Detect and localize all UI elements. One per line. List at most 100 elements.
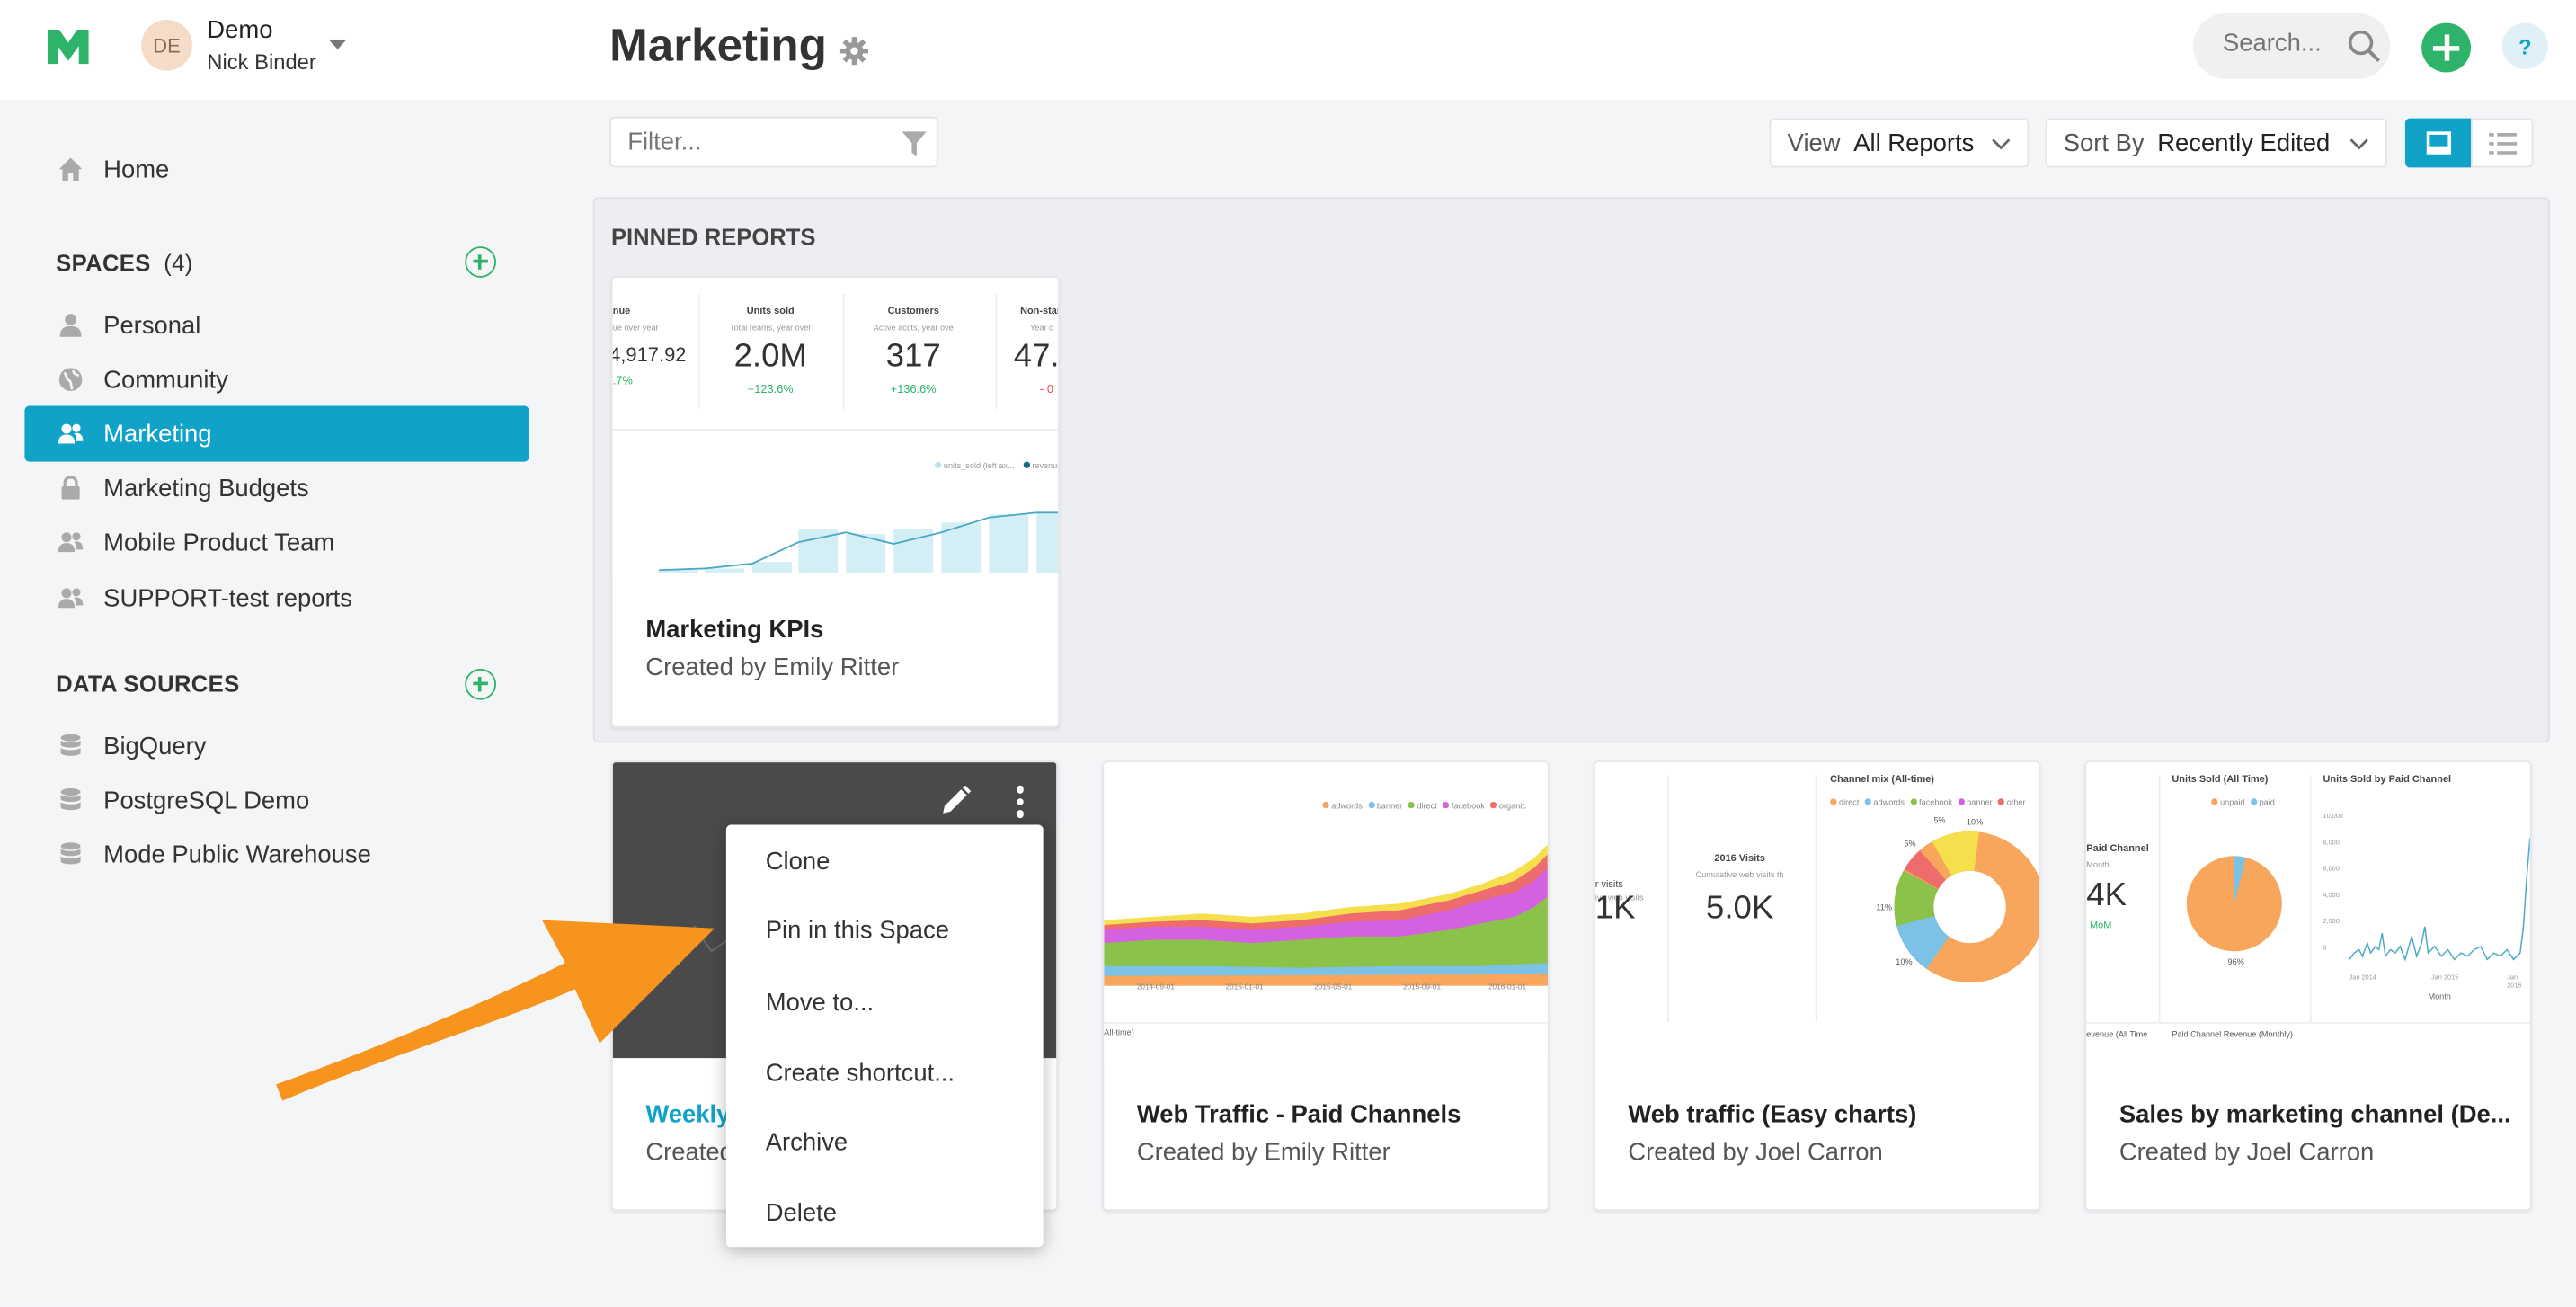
help-button[interactable]: ?	[2501, 22, 2548, 69]
report-card-web-traffic-paid-channels[interactable]: adwords banner direct facebook organic 2…	[1102, 760, 1550, 1212]
x-tick: 2015-05-01	[1314, 982, 1353, 991]
pencil-icon[interactable]	[940, 785, 972, 817]
group-icon	[58, 588, 84, 609]
pie-label: 96%	[2227, 957, 2244, 968]
pie-legend: direct adwords facebook banner other	[1830, 798, 2026, 808]
sort-dropdown[interactable]: Sort By Recently Edited	[2045, 118, 2387, 168]
legend-label: revenue	[1032, 461, 1058, 472]
chart-divider	[2086, 1021, 2530, 1024]
report-thumbnail: nue ue over year 4,917.92 .7% Units sold…	[612, 277, 1059, 573]
account-dropdown-icon[interactable]	[328, 39, 347, 51]
legend-dot	[1958, 798, 1965, 805]
kpi-value: 5.0K	[1706, 890, 1774, 927]
gear-icon[interactable]	[839, 36, 869, 66]
legend-dot	[1367, 801, 1375, 809]
kpi-tile: Units sold Total reams, year over 2.0M +…	[698, 294, 843, 409]
top-bar: DE Demo Nick Binder Marketing ?	[0, 0, 2576, 101]
sidebar-item-home[interactable]: Home	[24, 141, 529, 197]
kpi-sub: Year o	[1030, 324, 1054, 334]
menu-item-clone[interactable]: Clone	[765, 848, 831, 876]
filter-input[interactable]	[627, 128, 875, 156]
kpi-tile: nue ue over year 4,917.92 .7%	[613, 294, 712, 409]
search-input[interactable]	[2223, 29, 2355, 58]
view-label: View	[1787, 129, 1841, 157]
kpi-sub: ue over year	[612, 324, 659, 334]
report-title[interactable]: Sales by marketing channel (De...	[2119, 1100, 2511, 1129]
more-options-icon[interactable]	[1014, 785, 1027, 819]
y-tick: 6,000	[2323, 864, 2340, 873]
grid-view-button[interactable]	[2404, 118, 2472, 168]
report-author: Created by Emily Ritter	[1136, 1138, 1390, 1167]
legend-dot	[1997, 798, 2005, 805]
dot	[1016, 810, 1024, 818]
database-icon	[60, 842, 81, 865]
chevron-down-icon	[2349, 138, 2368, 150]
legend-label: organic	[1498, 801, 1526, 812]
pie-label: 11%	[1876, 903, 1892, 914]
account-avatar[interactable]: DE	[141, 19, 192, 71]
sidebar-item-marketing-budgets[interactable]: Marketing Budgets	[24, 460, 529, 516]
account-name[interactable]: Demo	[207, 16, 273, 45]
x-tick: 2014-09-01	[1136, 982, 1175, 991]
legend-dot	[1408, 801, 1415, 809]
sidebar-item-marketing[interactable]: Marketing	[24, 405, 529, 462]
report-title[interactable]: Marketing KPIs	[645, 616, 824, 645]
legend-label: unpaid	[2220, 798, 2245, 809]
list-view-button[interactable]	[2471, 118, 2534, 168]
view-dropdown[interactable]: View All Reports	[1769, 118, 2030, 168]
kpi-divider	[1667, 775, 1670, 1022]
lock-icon	[61, 476, 80, 500]
sidebar-item-label: Mobile Product Team	[103, 528, 335, 556]
add-space-button[interactable]	[465, 246, 496, 278]
sidebar-item-support-test-reports[interactable]: SUPPORT-test reports	[24, 570, 529, 626]
dot	[1016, 785, 1024, 793]
sidebar-item-label: BigQuery	[103, 732, 207, 760]
add-data-source-button[interactable]	[465, 668, 496, 700]
sidebar-item-label: SUPPORT-test reports	[103, 583, 352, 612]
report-title[interactable]: Web traffic (Easy charts)	[1628, 1100, 1917, 1129]
stacked-area-chart	[1104, 844, 1548, 986]
report-card-marketing-kpis[interactable]: nue ue over year 4,917.92 .7% Units sold…	[610, 276, 1060, 728]
legend-dot	[1910, 798, 1917, 805]
pie-legend: unpaid paid	[2211, 798, 2275, 808]
search-box[interactable]	[2193, 13, 2391, 79]
menu-item-archive[interactable]: Archive	[765, 1128, 848, 1157]
menu-item-delete[interactable]: Delete	[765, 1199, 838, 1228]
sidebar-item-mode-public-warehouse[interactable]: Mode Public Warehouse	[24, 826, 529, 882]
sidebar-item-personal[interactable]: Personal	[24, 298, 529, 353]
sidebar-item-community[interactable]: Community	[24, 351, 529, 407]
kpi-sub: Cumulative web visits th	[1695, 870, 1784, 881]
x-tick: 2015-09-01	[1402, 982, 1442, 991]
chart-divider	[612, 429, 1059, 431]
sidebar-item-mobile-product-team[interactable]: Mobile Product Team	[24, 514, 529, 570]
sidebar-item-bigquery[interactable]: BigQuery	[24, 718, 529, 774]
create-new-button[interactable]	[2421, 22, 2472, 73]
kpi-divider	[697, 294, 700, 410]
report-context-menu: Clone Pin in this Space Move to... Creat…	[725, 824, 1044, 1248]
kpi-value: 4K	[2086, 877, 2127, 914]
sidebar-item-label: Marketing	[103, 420, 212, 449]
menu-item-move-to[interactable]: Move to...	[765, 989, 875, 1018]
report-author: Created by Joel Carron	[2119, 1138, 2375, 1167]
sub-chart-title: Paid Channel Revenue (Monthly)	[2172, 1030, 2293, 1040]
sidebar-item-label: Community	[103, 365, 228, 394]
report-title[interactable]: Web Traffic - Paid Channels	[1136, 1100, 1461, 1129]
report-thumbnail: r visits ive web visits 1K 2016 Visits C…	[1594, 762, 2039, 1059]
sidebar-item-postgresql-demo[interactable]: PostgreSQL Demo	[24, 772, 529, 828]
menu-item-pin-in-this-space[interactable]: Pin in this Space	[765, 916, 949, 945]
kpi-change: MoM	[2089, 921, 2112, 932]
kpi-sub: Total reams, year over	[730, 324, 812, 334]
mode-logo-icon[interactable]	[48, 29, 89, 65]
search-icon[interactable]	[2348, 30, 2381, 63]
menu-item-create-shortcut[interactable]: Create shortcut...	[765, 1059, 955, 1089]
report-title[interactable]: Weekly	[645, 1100, 731, 1129]
view-value: All Reports	[1853, 129, 1975, 157]
report-card-sales-by-marketing-channel[interactable]: Paid Channel Month 4K MoM Units Sold (Al…	[2084, 760, 2532, 1212]
kpi-tile: Non-stan Year o 47.3 - 0	[1007, 294, 1058, 409]
legend-dot	[2211, 798, 2218, 805]
kpi-change: - 0	[1039, 384, 1053, 396]
kpi-change: .7%	[612, 376, 633, 388]
legend-dot	[1023, 461, 1030, 468]
filter-box[interactable]	[609, 116, 938, 168]
report-card-web-traffic-easy-charts[interactable]: r visits ive web visits 1K 2016 Visits C…	[1593, 760, 2041, 1212]
